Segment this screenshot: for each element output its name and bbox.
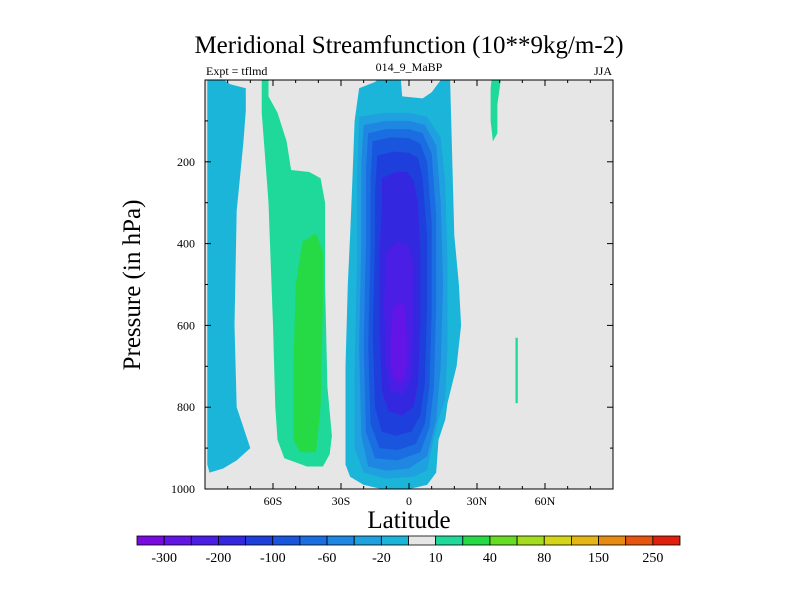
- colorbar: -300 -200 -100 -60 -20 10 40 80 150 250: [136, 535, 681, 566]
- x-axis-label: Latitude: [367, 507, 450, 534]
- right-string: JJA: [594, 64, 612, 78]
- y-tick-label: 800: [177, 400, 195, 414]
- contour-hadley-cell-minus-250: [390, 300, 407, 383]
- colorbar-swatch: [190, 535, 219, 546]
- colorbar-swatch: [571, 535, 599, 546]
- colorbar-swatch: [272, 535, 301, 546]
- colorbar-swatch: [218, 535, 246, 546]
- colorbar-swatch: [598, 535, 627, 546]
- colorbar-swatch: [299, 535, 328, 546]
- x-tick-label: 0: [406, 494, 412, 508]
- colorbar-label: 40: [483, 551, 497, 566]
- colorbar-swatch: [489, 535, 518, 546]
- colorbar-label: -60: [318, 551, 337, 566]
- colorbar-swatch: [408, 535, 437, 546]
- y-tick-label: 200: [177, 155, 195, 169]
- contour-sh-cell-positive-20: [293, 233, 323, 453]
- left-string: Expt = tflmd: [206, 64, 267, 78]
- colorbar-swatch: [326, 535, 355, 546]
- colorbar-label: 150: [588, 551, 609, 566]
- colorbar-label: 10: [429, 551, 443, 566]
- x-tick-label: 30S: [332, 494, 351, 508]
- contour-nh-small-positive-10: [515, 337, 518, 404]
- colorbar-swatch: [462, 535, 491, 546]
- y-axis-label: Pressure (in hPa): [119, 200, 146, 371]
- colorbar-swatch: [136, 535, 165, 546]
- colorbar-label: 80: [537, 551, 551, 566]
- colorbar-swatch: [353, 535, 382, 546]
- colorbar-swatch: [543, 535, 572, 546]
- y-tick-label: 600: [177, 318, 195, 332]
- x-tick-label: 60S: [264, 494, 283, 508]
- colorbar-label: -300: [151, 551, 177, 566]
- colorbar-swatch: [380, 535, 409, 546]
- y-tick-label: 1000: [171, 482, 195, 496]
- y-tick-label: 400: [177, 237, 195, 251]
- colorbar-swatch: [625, 535, 654, 546]
- colorbar-swatch: [435, 535, 464, 546]
- chart-title: Meridional Streamfunction (10**9kg/m-2): [194, 32, 623, 59]
- colorbar-label: 250: [642, 551, 663, 566]
- axis-ticks: 60S 30S 0 30N 60N 200 400 600 800 1000: [171, 80, 613, 508]
- contour-nh-upper-positive-10: [490, 80, 501, 142]
- colorbar-swatch: [516, 535, 545, 546]
- colorbar-label: -100: [260, 551, 286, 566]
- x-tick-label: 30N: [467, 494, 488, 508]
- colorbar-label: -20: [372, 551, 391, 566]
- contour-regions: [207, 80, 518, 489]
- colorbar-swatch: [245, 535, 274, 546]
- colorbar-swatch: [163, 535, 192, 546]
- x-tick-label: 60N: [535, 494, 556, 508]
- contour-sh-subtropical-cell-outer: [207, 80, 251, 473]
- colorbar-swatch: [652, 535, 681, 546]
- center-string: 014_9_MaBP: [376, 60, 443, 74]
- colorbar-label: -200: [206, 551, 232, 566]
